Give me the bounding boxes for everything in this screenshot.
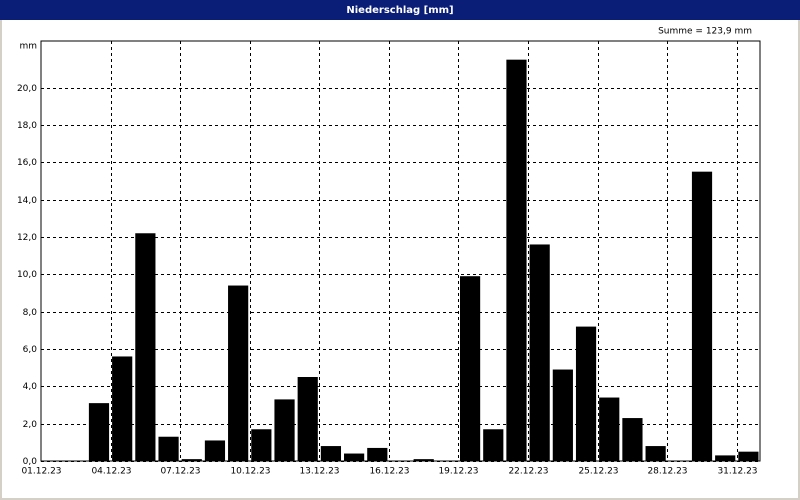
y-tick-label: 16,0: [17, 158, 37, 168]
y-tick-label: 0,0: [23, 457, 38, 467]
x-tick-label: 10.12.23: [230, 467, 270, 477]
bar: [715, 455, 736, 461]
x-tick-label: 07.12.23: [160, 467, 200, 477]
bar: [88, 403, 110, 461]
bar: [320, 446, 342, 461]
bar: [181, 459, 202, 461]
y-tick-label: 2,0: [23, 420, 38, 430]
plot-border: [40, 40, 761, 462]
bar: [529, 244, 550, 461]
x-tick-label: 31.12.23: [717, 467, 757, 477]
bar: [228, 285, 249, 461]
bar: [738, 451, 759, 461]
x-tick-label: 13.12.23: [299, 467, 339, 477]
bar: [552, 369, 573, 461]
sum-annotation: Summe = 123,9 mm: [658, 27, 752, 37]
bar: [135, 233, 156, 461]
x-tick-label: 22.12.23: [508, 467, 548, 477]
y-tick-label: 6,0: [23, 345, 38, 355]
bar: [506, 59, 527, 462]
plot: 0,0 2,0 4,0 6,0 8,0 10,0 12,0 14,0 16,0 18,0 20,0 0…: [17, 41, 760, 477]
bar: [413, 459, 434, 461]
y-tick-label: 10,0: [17, 270, 37, 280]
y-tick-label: 18,0: [17, 121, 37, 131]
bar: [459, 276, 481, 461]
y-tick-label: 14,0: [17, 196, 37, 206]
bar: [251, 429, 272, 461]
bar: [112, 356, 133, 461]
chart-background: [2, 20, 798, 498]
x-tick-label: 04.12.23: [91, 467, 131, 477]
bar: [367, 447, 388, 461]
bar: [483, 429, 504, 461]
bar: [599, 397, 620, 461]
x-tick-label: 19.12.23: [438, 467, 478, 477]
bar: [158, 436, 179, 461]
y-tick-label: 4,0: [23, 382, 38, 392]
y-tick-label: 20,0: [17, 84, 37, 94]
bar: [204, 440, 226, 461]
x-tick-label: 25.12.23: [578, 467, 618, 477]
y-tick-label: 8,0: [23, 308, 38, 318]
bar: [622, 418, 643, 461]
bar: [691, 171, 713, 461]
x-tick-label: 16.12.23: [369, 467, 409, 477]
bar: [575, 326, 597, 461]
bar: [297, 377, 318, 461]
x-tick-label: 28.12.23: [647, 467, 687, 477]
y-axis-unit: mm: [19, 42, 37, 52]
bar: [645, 446, 666, 461]
y-tick-label: 12,0: [17, 233, 37, 243]
bar: [344, 453, 365, 461]
x-tick-label: 01.12.23: [21, 467, 61, 477]
title-bar: [0, 0, 800, 20]
chart-title: Niederschlag [mm]: [346, 5, 453, 16]
bar: [274, 399, 295, 461]
